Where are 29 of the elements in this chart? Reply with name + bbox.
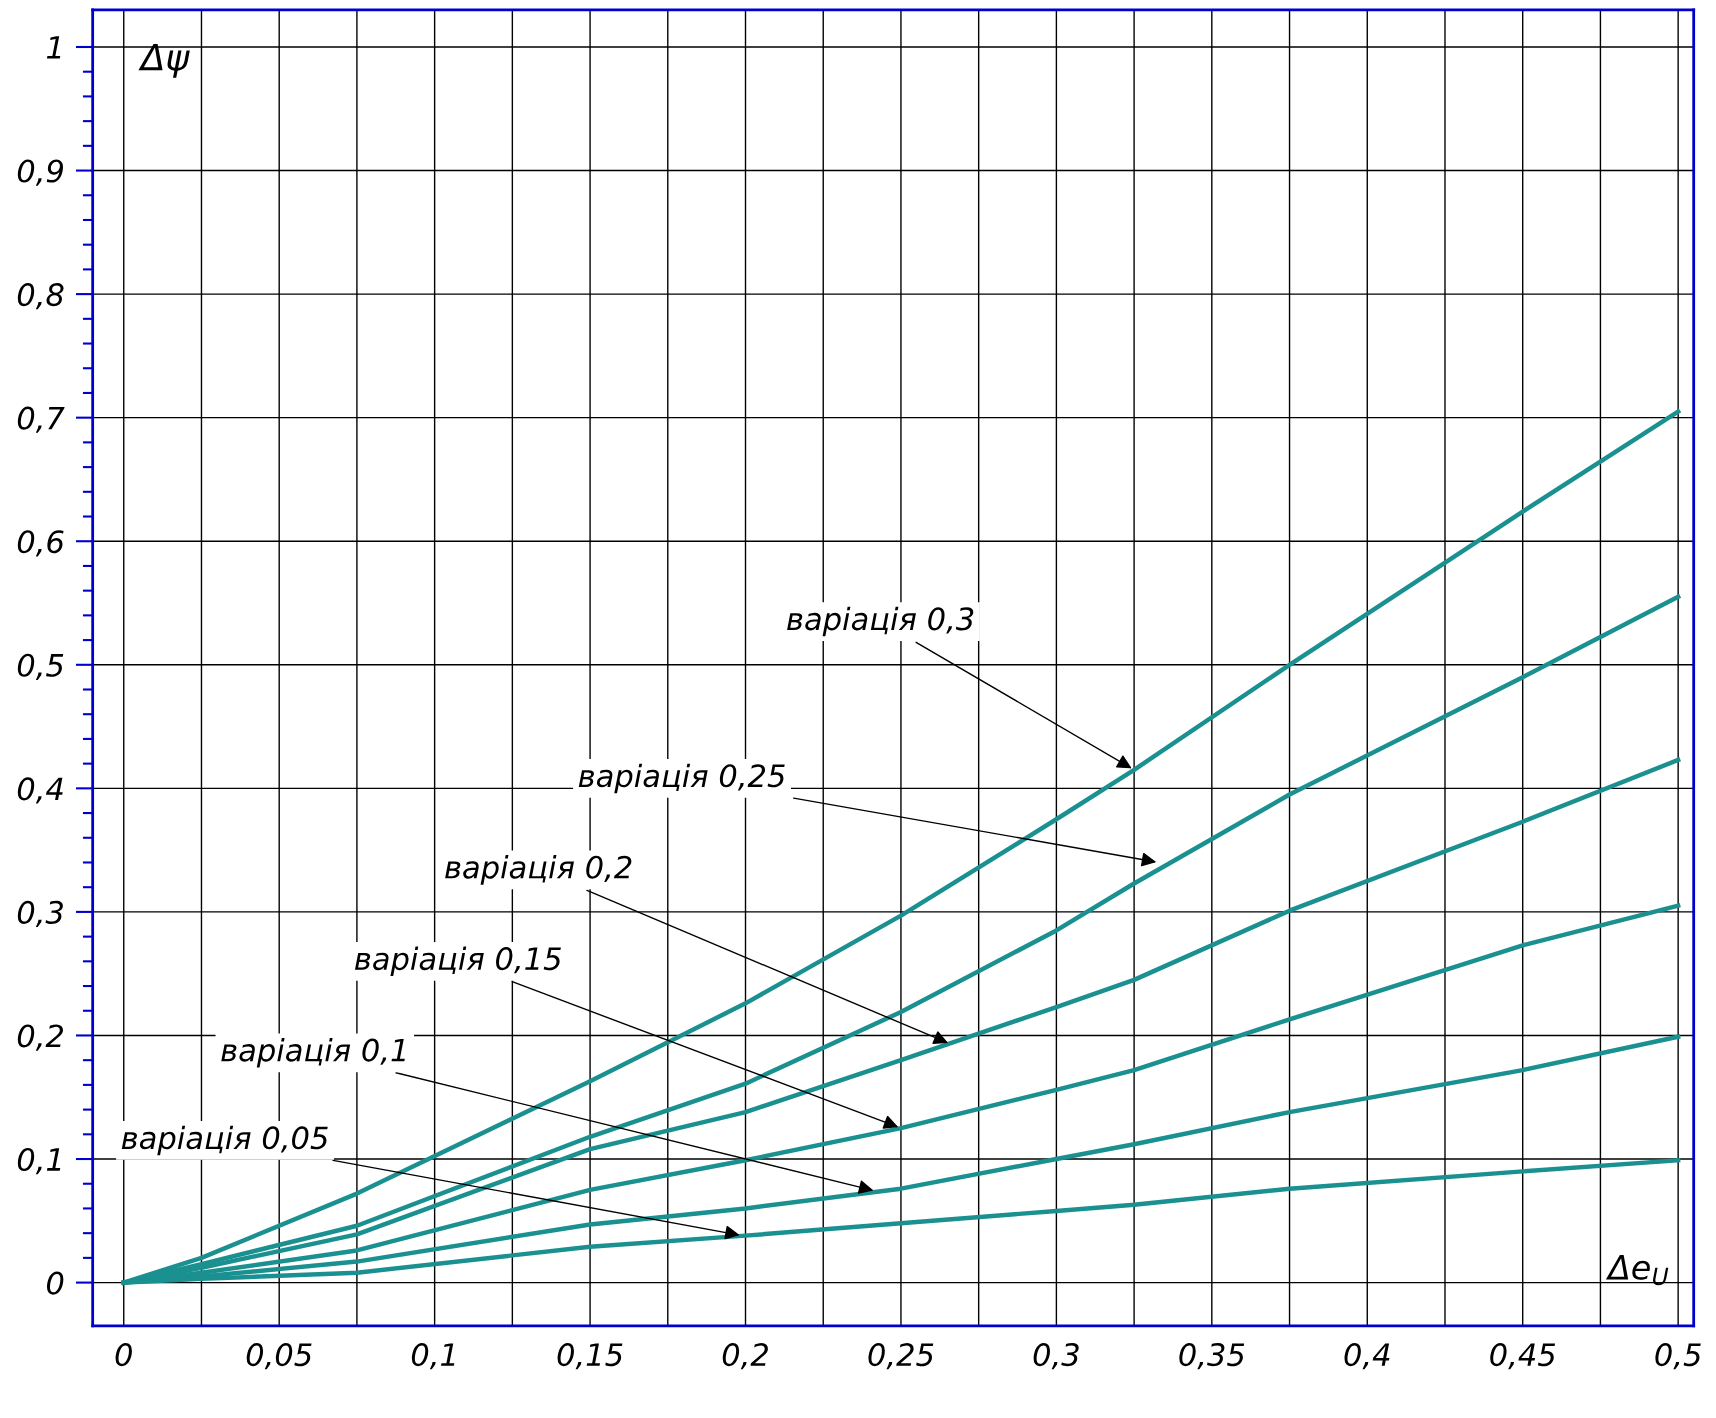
annotation: варіація 0,2 (445, 855, 632, 885)
x-tick-label: 0,5 (1655, 1343, 1701, 1370)
y-tick-label: 0,1 (17, 1147, 61, 1175)
annotation: варіація 0,25 (578, 763, 785, 794)
y-tick-label: 0,5 (17, 653, 64, 680)
y-tick-label: 0,9 (17, 159, 63, 186)
y-tick-label: 0,3 (17, 900, 63, 928)
annotation: варіація 0,3 (787, 606, 974, 637)
x-tick-label: 0,35 (1179, 1343, 1245, 1370)
y-axis-title: Δψ (138, 43, 190, 78)
x-tick-label: 0,4 (1344, 1343, 1390, 1370)
x-tick-label: 0,15 (557, 1343, 623, 1370)
y-tick-label: 0 (46, 1271, 64, 1295)
x-tick-label: 0,45 (1490, 1343, 1556, 1370)
y-tick-label: 0,7 (17, 406, 65, 433)
x-tick-label: 0 (115, 1343, 132, 1367)
x-tick-label: 0,05 (246, 1343, 312, 1370)
annotation: варіація 0,1 (221, 1037, 405, 1068)
annotation: варіація 0,15 (354, 946, 561, 977)
y-tick-label: 0,6 (17, 530, 64, 557)
x-tick-label: 0,3 (1033, 1343, 1079, 1370)
x-tick-label: 0,2 (722, 1343, 768, 1370)
annotation: варіація 0,05 (121, 1125, 328, 1156)
y-tick-label: 0,4 (17, 777, 63, 804)
y-tick-label: 1 (46, 36, 61, 59)
y-tick-label: 0,2 (17, 1024, 63, 1051)
x-tick-label: 0,1 (411, 1343, 455, 1370)
y-tick-label: 0,8 (17, 283, 64, 310)
x-tick-label: 0,25 (868, 1343, 934, 1370)
